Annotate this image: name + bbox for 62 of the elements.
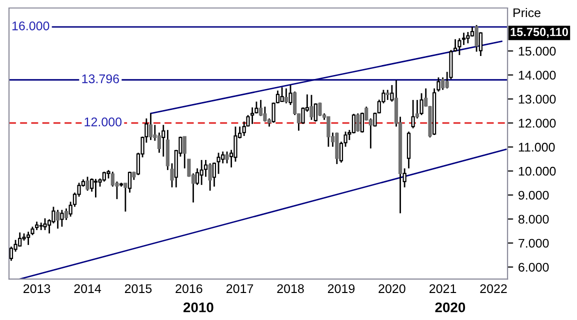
x-tick-label: 2018 bbox=[277, 284, 304, 294]
candlestick bbox=[288, 84, 292, 106]
candlestick bbox=[352, 113, 356, 134]
y-tick-label: 13.000 bbox=[518, 94, 556, 104]
candlestick bbox=[56, 209, 60, 230]
ref-line-label: 13.796 bbox=[82, 74, 119, 84]
x-tick-label: 2015 bbox=[124, 284, 152, 294]
candlestick bbox=[440, 76, 445, 91]
y-tick-label: 9.000 bbox=[518, 190, 549, 200]
candlestick bbox=[94, 178, 98, 198]
x-tick-label: 2021 bbox=[430, 284, 456, 294]
ref-line-label: 16.000 bbox=[12, 21, 50, 30]
candlestick bbox=[411, 99, 415, 129]
x-tick-label: 2020 bbox=[378, 284, 406, 294]
candlestick bbox=[200, 159, 204, 186]
candlestick bbox=[310, 94, 314, 121]
candlestick bbox=[478, 32, 483, 57]
candlestick bbox=[402, 168, 406, 188]
y-tick-label: 12.000 bbox=[518, 118, 556, 128]
y-tick-label: 6.000 bbox=[518, 262, 549, 272]
candlestick bbox=[356, 112, 360, 132]
candlestick bbox=[390, 84, 394, 102]
x-tick-label: 2013 bbox=[24, 284, 50, 294]
candlestick bbox=[386, 89, 390, 101]
x-tick-label: 2017 bbox=[226, 284, 254, 294]
y-tick-label: 7.000 bbox=[518, 238, 549, 248]
x-tick-label: 2016 bbox=[176, 284, 202, 294]
candlestick bbox=[462, 32, 466, 46]
candlestick bbox=[420, 92, 424, 116]
y-tick-label: 14.000 bbox=[518, 70, 556, 80]
ref-line-label: 12.000 bbox=[84, 118, 122, 126]
candlestick bbox=[326, 116, 330, 148]
candlestick bbox=[212, 162, 216, 188]
candlestick bbox=[360, 112, 364, 134]
y-axis-title: Price bbox=[514, 8, 540, 18]
candlestick bbox=[225, 150, 229, 164]
candlestick bbox=[280, 86, 284, 102]
x-tick-label: 2022 bbox=[480, 284, 507, 294]
candlestick bbox=[474, 24, 478, 52]
text: 15.750,110 bbox=[510, 28, 568, 38]
x-tick-label: 2019 bbox=[328, 284, 355, 294]
candlestick bbox=[314, 102, 318, 122]
candlestick bbox=[60, 209, 64, 228]
y-tick-label: 8.000 bbox=[518, 214, 549, 224]
text: 2020 bbox=[435, 302, 466, 312]
y-tick-label: 10.000 bbox=[518, 166, 556, 176]
candlestick bbox=[466, 31, 470, 44]
candlestick bbox=[43, 218, 47, 231]
candlestick bbox=[208, 162, 212, 192]
text: 2010 bbox=[183, 302, 214, 312]
candlestick bbox=[318, 102, 322, 117]
candlestick bbox=[128, 171, 132, 194]
candlestick bbox=[250, 106, 254, 125]
candlestick bbox=[86, 176, 90, 192]
candlestick bbox=[64, 208, 68, 221]
candlestick bbox=[148, 112, 153, 141]
candlestick bbox=[216, 152, 220, 175]
candlestick bbox=[162, 124, 166, 158]
candlestick bbox=[9, 246, 14, 262]
x-tick-label: 2014 bbox=[74, 284, 102, 294]
y-tick-label: 15.000 bbox=[518, 46, 556, 56]
y-tick-label: 11.000 bbox=[518, 142, 555, 152]
